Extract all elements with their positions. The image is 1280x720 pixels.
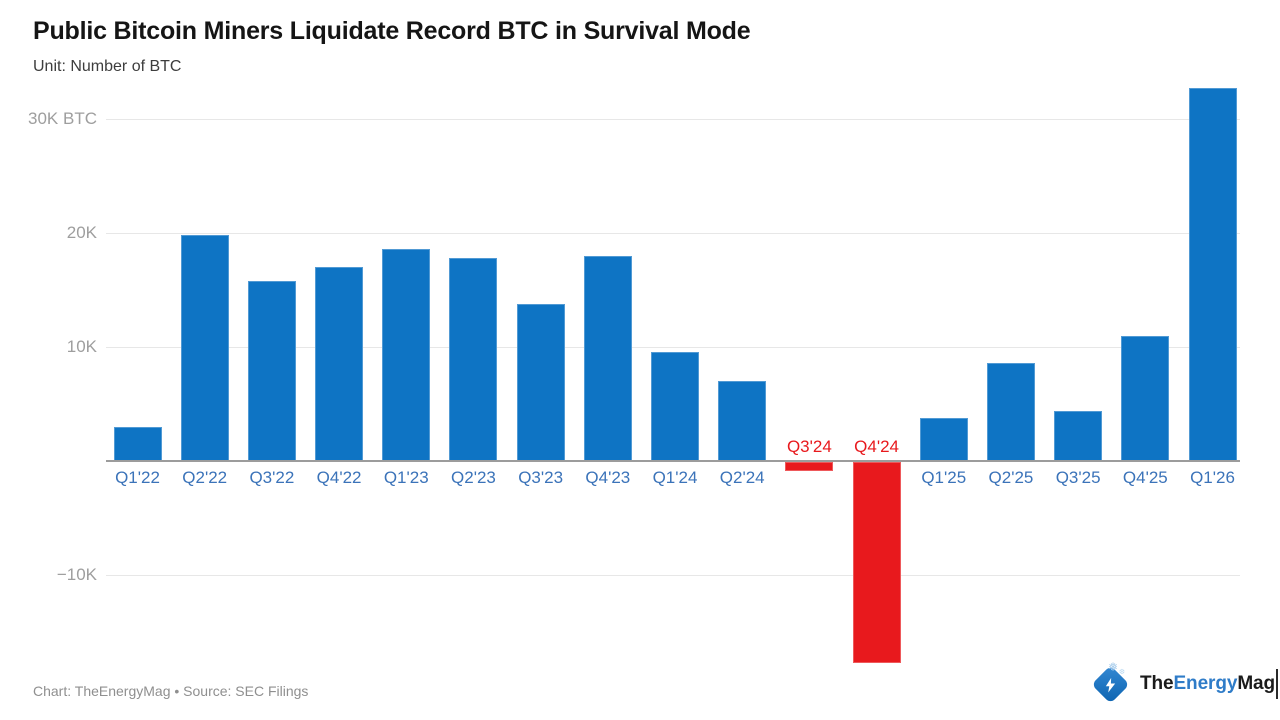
bar-Q4-24[interactable] — [852, 462, 901, 663]
y-axis-tick-label: 10K — [66, 337, 97, 356]
bar-Q3-25[interactable] — [1054, 410, 1103, 461]
logo-text-energy: Energy — [1173, 673, 1238, 694]
sparkle-small-icon: ❆ — [1119, 669, 1125, 676]
x-axis-label-Q3-23: Q3'23 — [518, 468, 564, 487]
logo-text-the: The — [1140, 673, 1174, 694]
x-axis-label-Q3-22: Q3'22 — [249, 468, 295, 487]
bar-Q1-24[interactable] — [651, 351, 699, 461]
logo-cursor-line — [1276, 669, 1279, 699]
x-axis-label-Q2-24: Q2'24 — [719, 468, 765, 487]
bar-Q2-22[interactable] — [180, 235, 229, 461]
bar-Q4-22[interactable] — [315, 267, 364, 461]
y-axis-tick-label: 30K BTC — [28, 109, 97, 128]
bar-Q1-25[interactable] — [919, 417, 968, 461]
x-axis-label-Q1-22: Q1'22 — [115, 468, 160, 487]
bar-Q1-22[interactable] — [113, 426, 162, 461]
gridline — [106, 575, 1240, 576]
x-axis-label-Q2-22: Q2'22 — [182, 468, 228, 487]
x-axis-label-Q1-25: Q1'25 — [921, 468, 967, 487]
bar-Q4-25[interactable] — [1121, 335, 1170, 461]
page-title: Public Bitcoin Miners Liquidate Record B… — [33, 17, 751, 45]
bar-Q1-23[interactable] — [382, 248, 431, 461]
chart-unit-subtitle: Unit: Number of BTC — [33, 58, 182, 75]
x-axis-label-Q3-24: Q3'24 — [786, 437, 832, 456]
x-axis-label-Q1-26: Q1'26 — [1190, 468, 1235, 487]
x-axis-label-Q1-24: Q1'24 — [652, 468, 698, 487]
lightning-bolt-icon: ❅ ❆ — [1086, 660, 1134, 708]
logo-text: TheEnergyMag — [1140, 673, 1275, 695]
bar-Q2-25[interactable] — [986, 362, 1035, 461]
bar-Q3-24[interactable] — [785, 462, 834, 472]
bar-Q4-23[interactable] — [583, 255, 632, 461]
gridline — [106, 233, 1240, 234]
x-axis-label-Q2-25: Q2'25 — [988, 468, 1034, 487]
gridline — [106, 119, 1240, 120]
source-credit: Chart: TheEnergyMag • Source: SEC Filing… — [33, 683, 309, 699]
gridline — [106, 347, 1240, 348]
bar-Q3-23[interactable] — [516, 303, 565, 461]
y-axis-tick-label: −10K — [56, 565, 97, 584]
logo-diamond — [1090, 664, 1130, 704]
logo-text-mag: Mag — [1237, 673, 1276, 694]
x-axis-label-Q1-23: Q1'23 — [383, 468, 429, 487]
bar-Q2-24[interactable] — [718, 381, 767, 461]
x-axis-label-Q4-22: Q4'22 — [316, 468, 362, 487]
bar-Q2-23[interactable] — [449, 258, 498, 461]
x-axis-label-Q4-25: Q4'25 — [1122, 468, 1168, 487]
bar-Q1-26[interactable] — [1188, 88, 1237, 461]
zero-axis-line — [106, 460, 1240, 462]
theenergymag-logo: ❅ ❆ TheEnergyMag — [1086, 658, 1279, 710]
x-axis-label-Q3-25: Q3'25 — [1055, 468, 1101, 487]
bar-Q3-22[interactable] — [247, 280, 296, 461]
y-axis-tick-label: 20K — [66, 223, 97, 242]
x-axis-label-Q4-24: Q4'24 — [854, 437, 899, 456]
x-axis-label-Q2-23: Q2'23 — [451, 468, 496, 487]
x-axis-label-Q4-23: Q4'23 — [585, 468, 631, 487]
sparkle-icon: ❅ — [1108, 660, 1119, 674]
